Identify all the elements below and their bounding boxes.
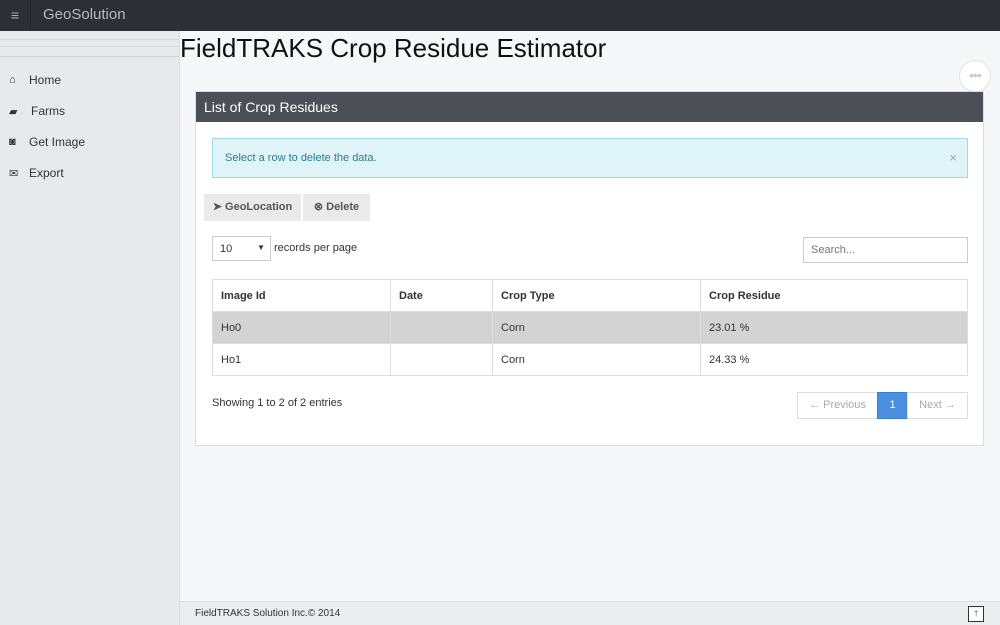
sidebar: ⌂ Home ▰ Farms ◙ Get Image ✉ Export [0, 31, 180, 625]
cell [390, 311, 493, 344]
column-header[interactable]: Image Id [212, 279, 391, 312]
crop-residue-panel: List of Crop Residues Select a row to de… [195, 91, 984, 446]
table-row[interactable]: Ho1 Corn 24.33 % [212, 343, 968, 376]
cell: Corn [492, 311, 701, 344]
button-label: GeoLocation [225, 201, 293, 213]
close-icon[interactable]: × [949, 150, 957, 165]
records-per-page-select[interactable]: 10 ▼ [212, 236, 271, 261]
delete-button[interactable]: ⊗ Delete [303, 194, 370, 221]
search-input[interactable] [803, 237, 968, 263]
table-header-row: Image Id Date Crop Type Crop Residue [212, 279, 968, 312]
sidebar-item-home[interactable]: ⌂ Home [9, 73, 61, 87]
cell: 23.01 % [700, 311, 968, 344]
column-header[interactable]: Crop Type [492, 279, 701, 312]
sidebar-item-label: Export [29, 166, 64, 180]
home-icon: ⌂ [9, 74, 16, 86]
footer: FieldTRAKS Solution Inc.© 2014 ↑ [180, 601, 1000, 625]
sidebar-item-get-image[interactable]: ◙ Get Image [9, 135, 85, 149]
cell: Ho0 [212, 311, 391, 344]
cell: 24.33 % [700, 343, 968, 376]
caret-down-icon: ▼ [257, 243, 265, 252]
footer-text: FieldTRAKS Solution Inc.© 2014 [195, 608, 341, 619]
hamburger-icon[interactable]: ≡ [0, 0, 31, 31]
cell [390, 343, 493, 376]
sidebar-divider [0, 31, 179, 57]
column-header[interactable]: Crop Residue [700, 279, 968, 312]
crop-residue-table: Image Id Date Crop Type Crop Residue Ho0… [212, 279, 968, 376]
top-bar: ≡ GeoSolution [0, 0, 1000, 31]
sidebar-item-farms[interactable]: ▰ Farms [9, 104, 65, 118]
camera-icon: ◙ [9, 136, 16, 148]
more-options-icon[interactable]: ••• [959, 60, 991, 92]
button-label: Delete [326, 201, 360, 213]
panel-title: List of Crop Residues [196, 92, 983, 122]
table-row[interactable]: Ho0 Corn 23.01 % [212, 311, 968, 344]
farm-icon: ▰ [9, 105, 18, 118]
envelope-icon: ✉ [9, 167, 19, 180]
page-1-button[interactable]: 1 [877, 392, 908, 419]
select-value: 10 [220, 243, 233, 255]
cell: Corn [492, 343, 701, 376]
sidebar-item-label: Get Image [29, 135, 86, 149]
alert-text: Select a row to delete the data. [225, 152, 377, 164]
geolocation-button[interactable]: ➤ GeoLocation [204, 194, 301, 221]
previous-page-button[interactable]: ← Previous [797, 392, 878, 419]
sidebar-item-label: Farms [31, 104, 65, 118]
cell: Ho1 [212, 343, 391, 376]
records-per-page-label: records per page [274, 242, 358, 254]
arrow-up-icon[interactable]: ↑ [968, 606, 984, 622]
column-header[interactable]: Date [390, 279, 493, 312]
next-page-button[interactable]: Next → [907, 392, 968, 419]
page-title: FieldTRAKS Crop Residue Estimator [180, 33, 607, 63]
location-arrow-icon: ➤ [212, 201, 222, 213]
info-alert: Select a row to delete the data. × [212, 138, 968, 178]
entries-info: Showing 1 to 2 of 2 entries [212, 397, 343, 409]
times-circle-icon: ⊗ [313, 201, 324, 213]
brand[interactable]: GeoSolution [43, 6, 126, 23]
sidebar-item-export[interactable]: ✉ Export [9, 166, 64, 180]
sidebar-item-label: Home [29, 73, 62, 87]
